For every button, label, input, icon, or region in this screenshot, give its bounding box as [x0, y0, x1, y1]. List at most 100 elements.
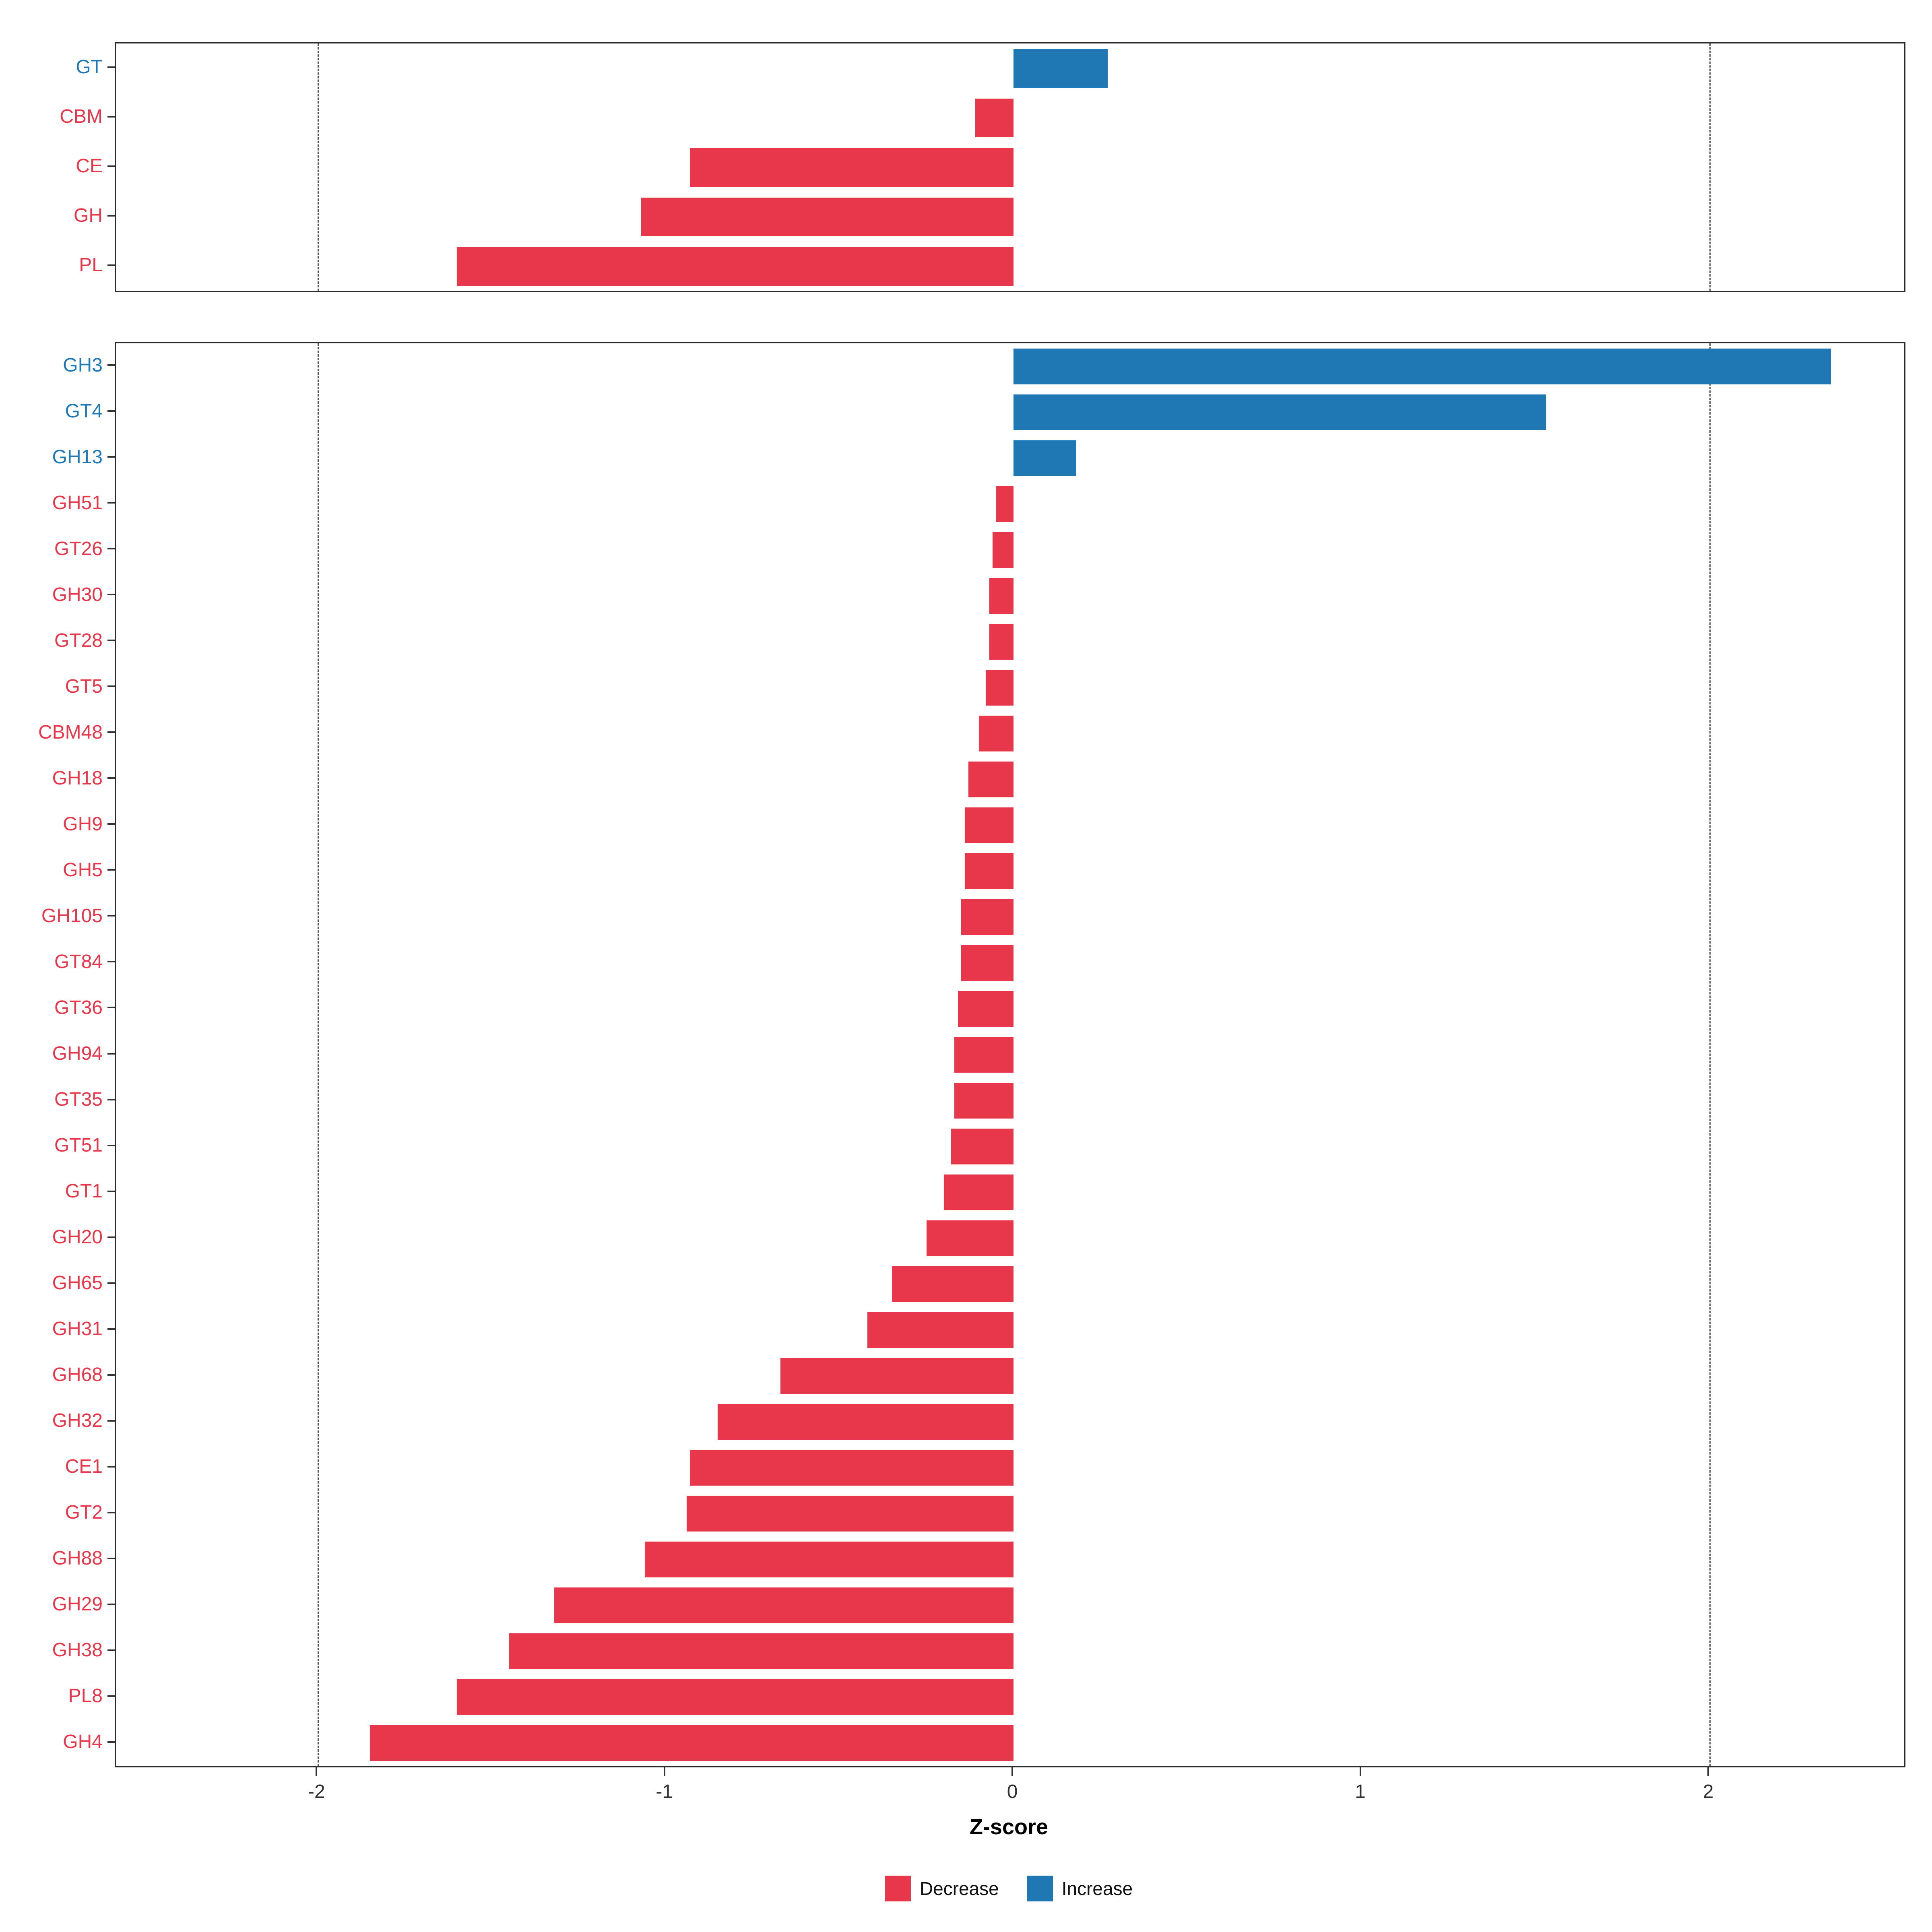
y-tick-mark	[107, 66, 115, 68]
bar-GH3	[1013, 348, 1831, 384]
y-tick-mark	[107, 1695, 115, 1697]
category-label-GH30: GH30	[52, 584, 103, 605]
category-label-GH: GH	[74, 205, 103, 226]
category-label-CBM48: CBM48	[38, 721, 103, 743]
y-tick-mark	[107, 1511, 115, 1513]
bar-GT26	[993, 532, 1014, 568]
y-tick-mark	[107, 502, 115, 504]
category-label-GH68: GH68	[52, 1364, 103, 1386]
category-label-GH13: GH13	[52, 446, 103, 468]
plot-area-bottom	[115, 342, 1905, 1767]
category-label-GH31: GH31	[52, 1318, 103, 1340]
y-tick-mark	[107, 594, 115, 596]
bar-GH30	[989, 578, 1014, 614]
bar-GH32	[718, 1404, 1014, 1440]
category-label-GT5: GT5	[65, 675, 103, 697]
bar-GH9	[965, 807, 1014, 843]
bar-GH4	[370, 1725, 1014, 1761]
gridline-dashed-2	[1709, 43, 1711, 291]
category-label-GT51: GT51	[54, 1135, 103, 1156]
y-tick-mark	[107, 1420, 115, 1422]
bar-GT2	[686, 1496, 1014, 1532]
y-tick-mark	[107, 1328, 115, 1330]
y-tick-mark	[107, 1098, 115, 1100]
y-tick-mark	[107, 777, 115, 779]
category-label-CBM: CBM	[60, 106, 103, 127]
category-label-GT2: GT2	[65, 1502, 103, 1523]
bar-GH5	[965, 853, 1014, 889]
bar-GT51	[951, 1129, 1014, 1165]
legend: Decrease Increase	[115, 1876, 1903, 1901]
bar-GH38	[509, 1633, 1014, 1670]
y-tick-mark	[107, 1741, 115, 1743]
y-tick-mark	[107, 915, 115, 917]
bar-GT84	[961, 945, 1014, 981]
legend-label-decrease: Decrease	[919, 1878, 999, 1899]
category-label-GH94: GH94	[52, 1042, 103, 1064]
y-tick-mark	[107, 410, 115, 412]
bar-GH	[641, 197, 1014, 236]
bar-GT4	[1013, 394, 1546, 430]
y-tick-mark	[107, 548, 115, 550]
bar-GH29	[554, 1587, 1014, 1624]
bar-GT28	[989, 623, 1014, 660]
gridline-dashed--2	[318, 343, 319, 1766]
category-label-GH3: GH3	[63, 354, 103, 376]
y-tick-mark	[107, 1190, 115, 1192]
bar-GT36	[958, 991, 1014, 1027]
panel-bottom-families: GH3 GT4 GH13 GH51 GT26 GH30 GT28 GT5 CBM48 GH18 GH…	[0, 342, 1905, 1767]
category-label-GT: GT	[76, 56, 103, 78]
bar-GT35	[954, 1083, 1014, 1119]
category-label-GH65: GH65	[52, 1272, 103, 1294]
x-tick-label--1: -1	[656, 1781, 673, 1802]
bar-PL	[457, 247, 1014, 286]
category-label-GH5: GH5	[63, 859, 103, 881]
category-label-GH9: GH9	[63, 813, 103, 835]
y-tick-mark	[107, 1144, 115, 1146]
y-tick-mark	[107, 264, 115, 266]
bar-CBM	[975, 98, 1014, 137]
y-tick-mark	[107, 640, 115, 642]
category-label-GT1: GT1	[65, 1181, 103, 1202]
x-tick-mark-0	[1011, 1766, 1013, 1776]
category-label-GH38: GH38	[52, 1639, 103, 1661]
category-label-GT36: GT36	[54, 997, 103, 1018]
y-tick-mark	[107, 364, 115, 366]
x-tick-mark--1	[663, 1766, 665, 1776]
y-tick-mark	[107, 1466, 115, 1468]
bar-GT1	[944, 1174, 1014, 1211]
y-tick-mark	[107, 869, 115, 871]
bar-GH13	[1013, 440, 1076, 476]
category-label-CE: CE	[76, 155, 103, 177]
bar-GH31	[867, 1312, 1014, 1348]
x-tick-label-2: 2	[1703, 1781, 1714, 1802]
bar-GH105	[961, 899, 1014, 935]
category-label-GT28: GT28	[54, 630, 103, 651]
y-tick-mark	[107, 1053, 115, 1055]
category-label-GT26: GT26	[54, 538, 103, 559]
x-axis-title: Z-score	[969, 1815, 1049, 1839]
category-label-GT35: GT35	[54, 1089, 103, 1110]
category-label-PL: PL	[79, 254, 103, 276]
legend-label-increase: Increase	[1061, 1878, 1133, 1899]
category-label-GH20: GH20	[52, 1226, 103, 1248]
legend-item-decrease: Decrease	[885, 1876, 999, 1901]
x-tick-label-0: 0	[1007, 1781, 1018, 1802]
bar-GH18	[968, 761, 1014, 797]
plot-area-top	[115, 42, 1905, 292]
category-label-GH88: GH88	[52, 1548, 103, 1569]
bar-GT5	[985, 669, 1014, 706]
category-label-GH32: GH32	[52, 1410, 103, 1432]
y-axis-labels-top: GT CBM CE GH PL	[0, 42, 115, 290]
y-axis-labels-bottom: GH3 GT4 GH13 GH51 GT26 GH30 GT28 GT5 CBM48 GH18 GH…	[0, 342, 115, 1765]
bar-GH68	[780, 1358, 1014, 1394]
y-tick-mark	[107, 1374, 115, 1376]
gridline-dashed-2	[1709, 343, 1711, 1766]
bar-GH65	[892, 1266, 1014, 1302]
x-tick-mark--2	[316, 1766, 318, 1776]
category-label-GH4: GH4	[63, 1731, 103, 1753]
x-tick-label--2: -2	[308, 1781, 325, 1802]
y-tick-mark	[107, 1236, 115, 1238]
y-tick-mark	[107, 731, 115, 733]
category-label-GH18: GH18	[52, 767, 103, 789]
